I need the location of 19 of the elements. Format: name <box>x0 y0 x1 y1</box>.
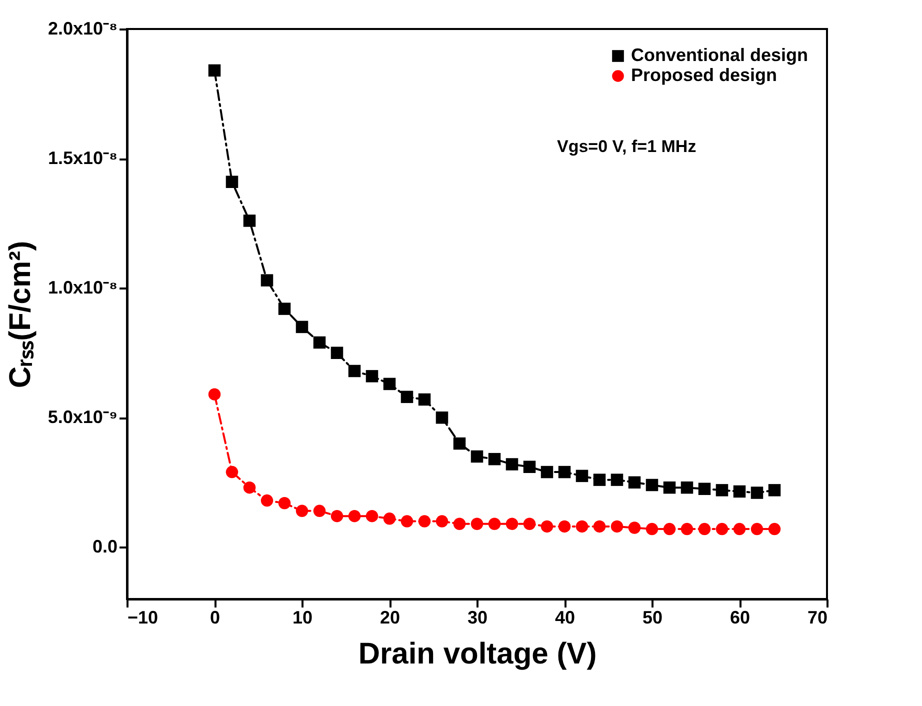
x-tick-label: 40 <box>554 608 576 628</box>
x-tick-label: 50 <box>642 608 663 628</box>
x-tick-label: 30 <box>467 608 488 628</box>
x-tick-label: 10 <box>292 608 313 628</box>
y-tick-label: 5.0x10⁻⁹ <box>48 407 118 428</box>
y-axis-title: Cᵣₛₛ(F/cm²) <box>4 240 37 388</box>
y-tick-label: 1.0x10⁻⁸ <box>48 278 118 298</box>
x-tick-label: 20 <box>380 608 400 628</box>
y-tick-label: 0.0 <box>92 536 118 557</box>
x-tick-label: 0 <box>210 608 220 628</box>
x-tick-label: 60 <box>730 608 750 628</box>
y-tick-label: 2.0x10⁻⁸ <box>48 18 118 38</box>
legend-label: Proposed design <box>631 65 778 85</box>
x-axis-title: Drain voltage (V) <box>358 638 597 670</box>
legend-label: Conventional design <box>631 45 808 65</box>
x-tick-label: 70 <box>807 608 828 628</box>
annotation: Vgs=0 V, f=1 MHz <box>557 137 696 156</box>
x-tick-label: −10 <box>128 608 158 628</box>
y-tick-label: 1.5x10⁻⁸ <box>48 148 118 168</box>
